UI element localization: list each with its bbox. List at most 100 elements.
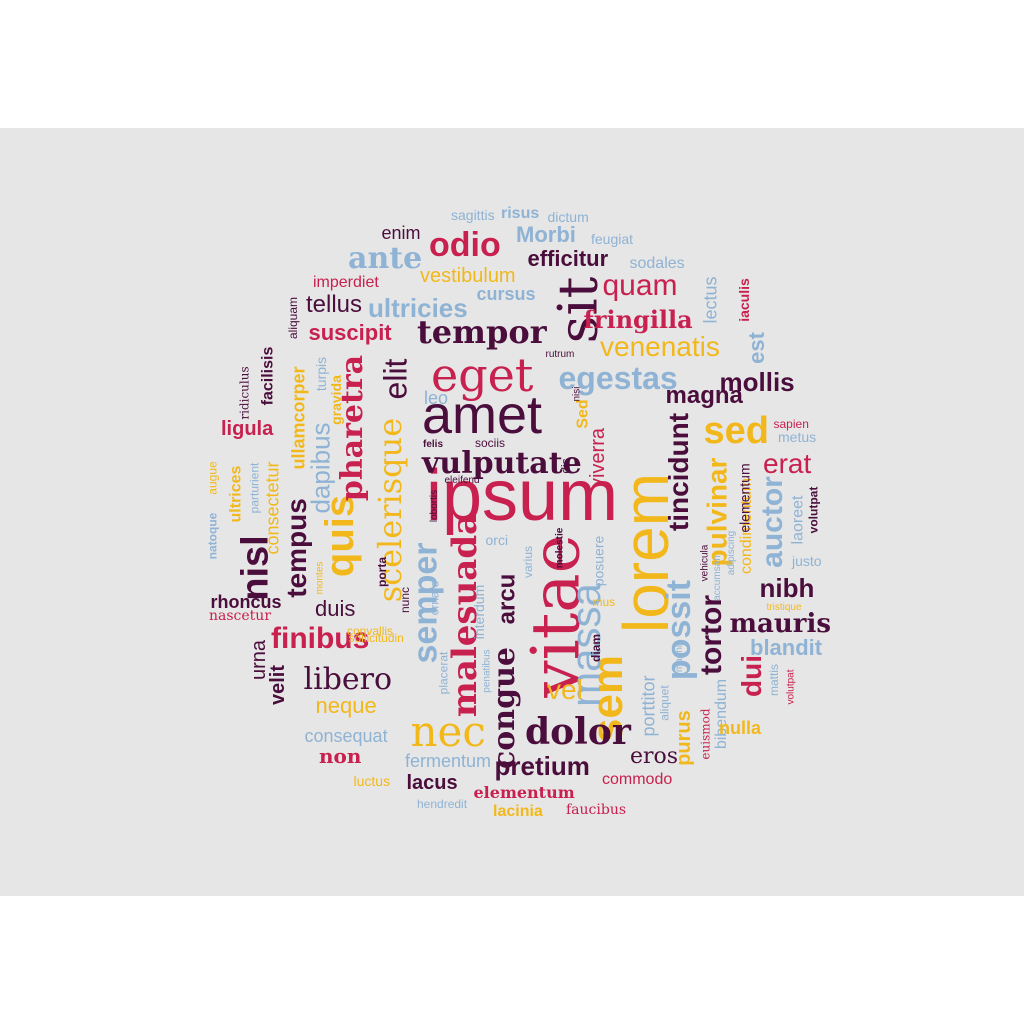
cloud-word: montes bbox=[313, 561, 325, 595]
cloud-word: fringilla bbox=[583, 305, 693, 334]
word-cloud: ipsum vitae lorem amet eget sit nec sem massa qui… bbox=[0, 128, 1024, 896]
cloud-word: ridiculus bbox=[237, 366, 252, 420]
cloud-word: Sed bbox=[574, 399, 592, 429]
cloud-word: varius bbox=[521, 545, 536, 579]
cloud-word: porta bbox=[375, 557, 389, 587]
cloud-word: dapibus bbox=[305, 422, 336, 514]
cloud-word: consequat bbox=[304, 726, 388, 746]
cloud-word: eleifend bbox=[444, 475, 480, 486]
cloud-word: lacinia bbox=[493, 803, 543, 820]
cloud-word: tincidunt bbox=[663, 412, 695, 532]
cloud-word: interdum bbox=[471, 584, 488, 640]
cloud-word: justo bbox=[792, 553, 822, 569]
cloud-word: sollicitudin bbox=[348, 631, 404, 645]
cloud-word: felis bbox=[423, 439, 444, 450]
cloud-word: dis bbox=[558, 458, 573, 474]
cloud-word: convallis bbox=[347, 624, 394, 638]
cloud-word: Morbi bbox=[516, 222, 576, 247]
cloud-word: penatibus bbox=[481, 649, 493, 693]
cloud-word: laoreet bbox=[788, 495, 806, 545]
cloud-word: lacus bbox=[406, 772, 458, 794]
cloud-word: porttitor bbox=[638, 675, 659, 737]
cloud-word: natoque bbox=[204, 512, 219, 560]
cloud-word: mattis bbox=[767, 663, 782, 697]
cloud-word: rhoncus bbox=[210, 592, 282, 612]
cloud-word: luctus bbox=[353, 773, 391, 789]
cloud-word: lobortis bbox=[429, 489, 441, 523]
cloud-word: ullamcorper bbox=[288, 366, 309, 470]
cloud-word: orci bbox=[485, 532, 509, 548]
cloud-word: nibh bbox=[759, 573, 815, 603]
cloud-word: ultrices bbox=[226, 465, 244, 523]
cloud-word: diam bbox=[589, 633, 604, 663]
cloud-word: leo bbox=[424, 388, 449, 408]
cloud-word: quam bbox=[602, 269, 678, 302]
cloud-word: volutpat bbox=[785, 669, 797, 705]
cloud-word: sapien bbox=[773, 417, 809, 431]
cloud-word: parturient bbox=[246, 462, 261, 514]
cloud-word: nisi bbox=[571, 386, 583, 402]
cloud-word: venenatis bbox=[600, 331, 720, 362]
cloud-word: iaculis bbox=[735, 278, 752, 322]
cloud-word: amet bbox=[422, 385, 543, 445]
cloud-word: dolor bbox=[525, 711, 631, 753]
cloud-word: sociis bbox=[475, 436, 506, 450]
cloud-word: ornare bbox=[426, 580, 441, 616]
cloud-word: nunc bbox=[398, 586, 413, 614]
cloud-word: suscipit bbox=[308, 320, 392, 345]
cloud-word: vel bbox=[547, 674, 583, 705]
cloud-word: commodo bbox=[602, 771, 673, 788]
cloud-word: elementum bbox=[736, 463, 753, 533]
cloud-word: est bbox=[743, 332, 769, 364]
cloud-word: vehicula bbox=[698, 544, 710, 582]
cloud-word: neque bbox=[315, 693, 377, 718]
cloud-word: aliquam bbox=[286, 296, 301, 340]
cloud-word: vulputate bbox=[422, 446, 582, 481]
cloud-word: volutpat bbox=[805, 486, 820, 534]
cloud-word: tellus bbox=[306, 291, 363, 318]
cloud-word: pretium bbox=[494, 751, 590, 781]
cloud-word: ipsum bbox=[426, 456, 619, 536]
cloud-word: ultricies bbox=[368, 293, 468, 323]
cloud-word: arcu bbox=[492, 573, 520, 625]
cloud-word: faucibus bbox=[566, 802, 627, 818]
cloud-word: elementum bbox=[473, 783, 575, 802]
cloud-word: mauris bbox=[729, 609, 831, 639]
cloud-word: velit bbox=[267, 664, 290, 706]
cloud-word: mus bbox=[592, 595, 616, 609]
cloud-word: nascetur bbox=[209, 608, 272, 624]
cloud-word: tristique bbox=[766, 602, 802, 613]
cloud-word: euismod bbox=[698, 708, 713, 760]
cloud-word: nulla bbox=[719, 718, 762, 738]
cloud-word: sodales bbox=[629, 255, 685, 272]
cloud-word: elit bbox=[376, 358, 413, 400]
cloud-word: gravida bbox=[327, 375, 344, 425]
cloud-word: auctor bbox=[755, 476, 789, 568]
cloud-word: magna bbox=[665, 382, 743, 409]
cloud-word: accumsan bbox=[711, 555, 723, 601]
cloud-word: aliquet bbox=[657, 685, 672, 721]
cloud-word: libero bbox=[303, 662, 393, 697]
cloud-word: mollis bbox=[719, 367, 795, 397]
cloud-word: lectus bbox=[700, 276, 721, 324]
cloud-word: facilisis bbox=[258, 346, 276, 406]
cloud-word: tempor bbox=[417, 313, 547, 351]
cloud-word: imperdiet bbox=[313, 274, 379, 291]
cloud-word: metus bbox=[778, 429, 817, 445]
cloud-word: fermentum bbox=[405, 751, 492, 771]
cloud-word: vestibulum bbox=[420, 265, 516, 287]
cloud-word: blandit bbox=[750, 635, 823, 660]
cloud-word: urna bbox=[248, 639, 271, 681]
cloud-word: placerat bbox=[435, 651, 450, 695]
cloud-word: turpis bbox=[313, 356, 330, 392]
cloud-word: adipiscing bbox=[726, 530, 738, 576]
cloud-word: duis bbox=[315, 596, 356, 621]
cloud-word: nec bbox=[410, 707, 486, 756]
cloud-word: cursus bbox=[476, 284, 536, 304]
cloud-word: risus bbox=[501, 205, 540, 222]
cloud-word: hendredit bbox=[417, 797, 468, 811]
cloud-word: tortor bbox=[694, 595, 728, 675]
cloud-word: augue bbox=[205, 461, 220, 495]
cloud-word: feugiat bbox=[591, 231, 634, 247]
cloud-word: magnis bbox=[674, 639, 686, 673]
